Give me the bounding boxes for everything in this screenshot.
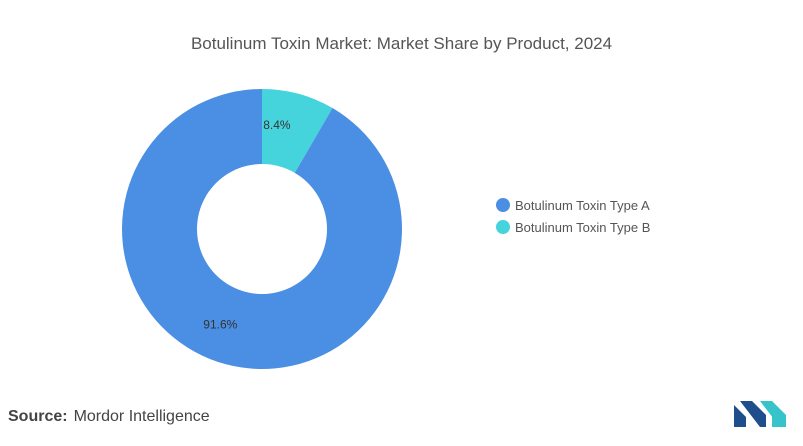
legend-item-type-b: Botulinum Toxin Type B (496, 216, 650, 238)
legend-label-type-a: Botulinum Toxin Type A (515, 197, 650, 213)
slice-label-type-b: 8.4% (263, 118, 291, 132)
donut-slices (122, 89, 403, 369)
chart-title: Botulinum Toxin Market: Market Share by … (190, 34, 613, 53)
chart-legend: Botulinum Toxin Type A Botulinum Toxin T… (496, 194, 650, 238)
legend-swatch-type-b (496, 220, 510, 234)
legend-label-type-b: Botulinum Toxin Type B (515, 219, 651, 235)
slice-label-type-a: 91.6% (203, 318, 237, 332)
legend-swatch-type-a (496, 198, 510, 212)
source-note: Source: Mordor Intelligence (8, 408, 210, 426)
legend-item-type-a: Botulinum Toxin Type A (496, 194, 650, 216)
donut-slice-type-b (262, 89, 333, 173)
source-text: Mordor Intelligence (73, 408, 210, 425)
source-label: Source: (8, 408, 68, 425)
mordor-logo-icon (734, 401, 786, 427)
donut-slice-type-a (122, 89, 403, 369)
donut-slice-labels: 91.6% 8.4% (203, 118, 291, 331)
